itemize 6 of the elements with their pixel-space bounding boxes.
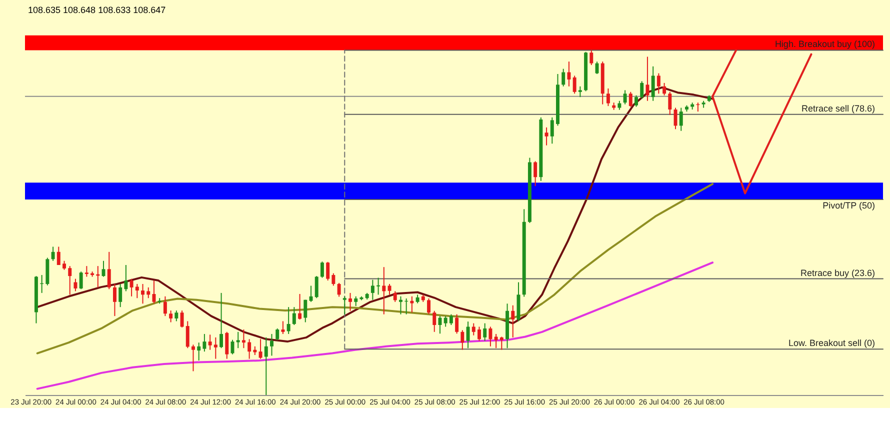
series-label: Retrace sell (78.6): [801, 103, 875, 114]
series-label: Pivot/TP (50): [822, 200, 875, 210]
text: 108.635 108.648 108.633 108.647: [28, 5, 166, 15]
series-label: Low. Breakout sell (0): [788, 338, 875, 348]
series-label: Retrace buy (23.6): [800, 268, 875, 278]
series-label: High. Breakout buy (100): [774, 39, 875, 50]
